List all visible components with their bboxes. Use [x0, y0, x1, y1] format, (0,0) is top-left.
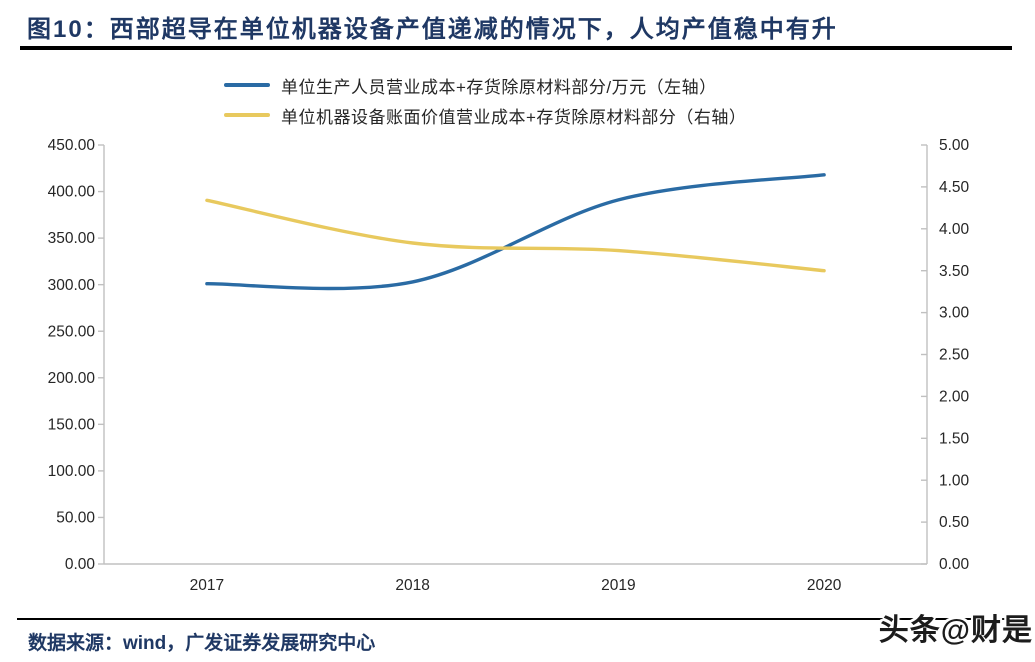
right-axis-tick-label: 2.50 — [939, 347, 970, 364]
watermark-text: 头条@财是 — [878, 614, 1033, 647]
left-axis-tick-label: 400.00 — [48, 184, 96, 201]
series-line-blue — [205, 173, 826, 291]
legend-line-swatch-yellow — [224, 113, 270, 117]
left-axis-tick-label: 450.00 — [48, 137, 96, 154]
title-divider — [20, 46, 1012, 50]
left-axis-tick-label: 150.00 — [48, 416, 96, 433]
series-line-yellow — [205, 198, 826, 273]
right-axis-tick-label: 4.00 — [939, 221, 970, 238]
x-axis-tick-label: 2019 — [601, 577, 635, 594]
left-axis-tick-label: 300.00 — [48, 277, 96, 294]
chart-legend: 单位生产人员营业成本+存货除原材料部分/万元（左轴） 单位机器设备账面价值营业成… — [224, 70, 746, 130]
right-axis-tick-label: 3.00 — [939, 305, 970, 322]
left-axis-tick-label: 0.00 — [65, 556, 96, 573]
right-axis-tick-label: 4.50 — [939, 179, 970, 196]
right-axis-tick-label: 0.50 — [939, 514, 970, 531]
legend-label: 单位生产人员营业成本+存货除原材料部分/万元（左轴） — [281, 77, 717, 97]
left-axis-tick-label: 350.00 — [48, 230, 96, 247]
x-axis-tick-label: 2018 — [395, 577, 429, 594]
legend-label: 单位机器设备账面价值营业成本+存货除原材料部分（右轴） — [281, 107, 747, 127]
legend-item-left-axis-series: 单位生产人员营业成本+存货除原材料部分/万元（左轴） — [224, 70, 746, 100]
left-axis-tick-label: 250.00 — [48, 323, 96, 340]
right-axis-tick-label: 1.50 — [939, 430, 970, 447]
right-axis-tick-label: 0.00 — [939, 556, 970, 573]
right-axis-tick-label: 2.00 — [939, 388, 970, 405]
left-axis-tick-label: 50.00 — [56, 510, 95, 527]
left-axis-tick-label: 200.00 — [48, 370, 96, 387]
right-axis-tick-label: 5.00 — [939, 137, 970, 154]
figure-title: 图10：西部超导在单位机器设备产值递减的情况下，人均产值稳中有升 — [27, 16, 838, 43]
x-axis-tick-label: 2020 — [807, 577, 842, 594]
right-axis-tick-label: 3.50 — [939, 263, 970, 280]
left-axis-tick-label: 100.00 — [48, 463, 96, 480]
data-source-text: 数据来源：wind，广发证券发展研究中心 — [28, 633, 376, 654]
right-axis-tick-label: 1.00 — [939, 472, 970, 489]
legend-item-right-axis-series: 单位机器设备账面价值营业成本+存货除原材料部分（右轴） — [224, 100, 746, 130]
x-axis-tick-label: 2017 — [190, 577, 224, 594]
legend-line-swatch-blue — [224, 83, 270, 87]
footer-divider — [17, 618, 1013, 620]
